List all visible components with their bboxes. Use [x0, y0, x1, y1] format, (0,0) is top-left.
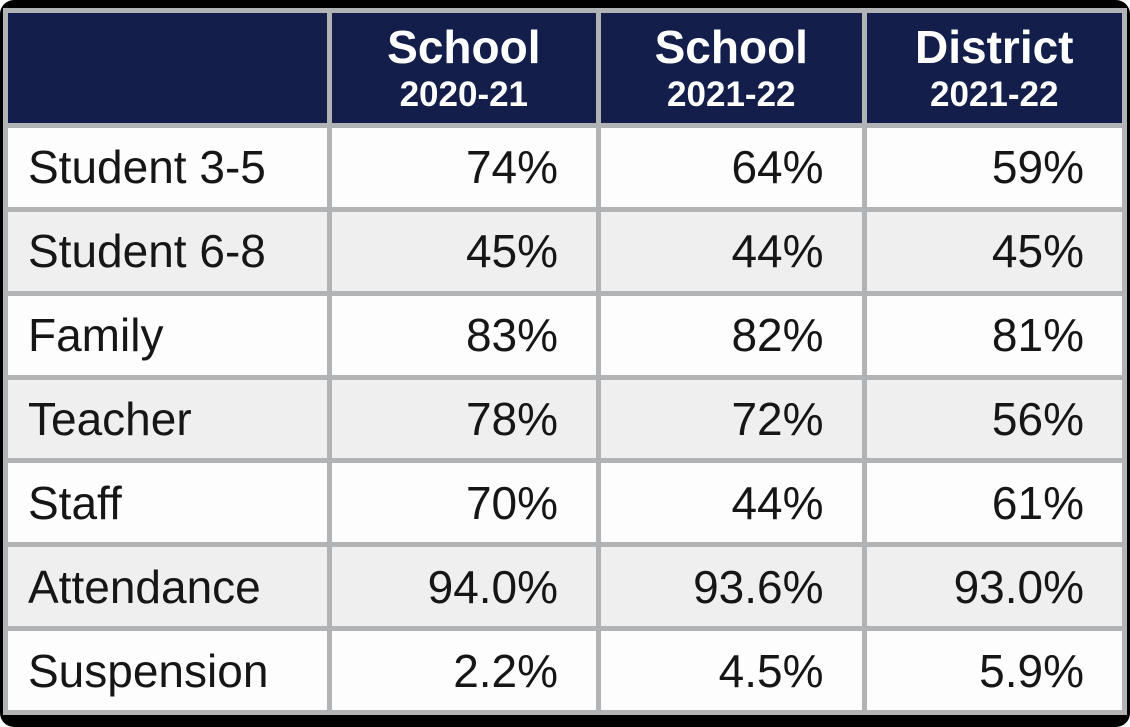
- column-title: School: [654, 21, 808, 74]
- table-row-attendance: Attendance 94.0% 93.6% 93.0%: [8, 547, 1122, 627]
- cell-value: 59%: [866, 128, 1122, 207]
- table-row-student-6-8: Student 6-8 45% 44% 45%: [8, 211, 1122, 291]
- row-label: Teacher: [8, 379, 327, 459]
- table-row-suspension: Suspension 2.2% 4.5% 5.9%: [8, 631, 1122, 710]
- cell-value: 44%: [601, 211, 862, 291]
- column-subtitle: 2020-21: [399, 75, 529, 115]
- table-header: School 2020-21 School 2021-22 District 2…: [8, 13, 1122, 123]
- cell-value: 64%: [601, 128, 862, 207]
- cell-value: 81%: [866, 295, 1122, 375]
- cell-value: 70%: [331, 463, 597, 543]
- row-label: Suspension: [8, 631, 327, 710]
- cell-value: 83%: [331, 295, 597, 375]
- cell-value: 2.2%: [331, 631, 597, 710]
- cell-value: 72%: [601, 379, 862, 459]
- cell-value: 78%: [331, 379, 597, 459]
- table-body: Student 3-5 74% 64% 59% Student 6-8 45% …: [8, 128, 1122, 710]
- row-label: Student 3-5: [8, 128, 327, 207]
- column-title: School: [387, 21, 541, 74]
- column-header-school-2020-21: School 2020-21: [331, 13, 597, 123]
- table-row-family: Family 83% 82% 81%: [8, 295, 1122, 375]
- cell-value: 82%: [601, 295, 862, 375]
- cell-value: 44%: [601, 463, 862, 543]
- row-label: Attendance: [8, 547, 327, 627]
- cell-value: 74%: [331, 128, 597, 207]
- column-subtitle: 2021-22: [930, 75, 1059, 115]
- cell-value: 4.5%: [601, 631, 862, 710]
- corner-cell: [8, 13, 327, 123]
- cell-value: 56%: [866, 379, 1122, 459]
- cell-value: 93.6%: [601, 547, 862, 627]
- column-subtitle: 2021-22: [667, 75, 796, 115]
- cell-value: 45%: [331, 211, 597, 291]
- table-row-student-3-5: Student 3-5 74% 64% 59%: [8, 128, 1122, 207]
- column-header-school-2021-22: School 2021-22: [601, 13, 862, 123]
- cell-value: 5.9%: [866, 631, 1122, 710]
- table-row-teacher: Teacher 78% 72% 56%: [8, 379, 1122, 459]
- cell-value: 45%: [866, 211, 1122, 291]
- cell-value: 93.0%: [866, 547, 1122, 627]
- column-title: District: [915, 21, 1074, 74]
- school-district-metrics-table: School 2020-21 School 2021-22 District 2…: [3, 8, 1127, 715]
- header-row: School 2020-21 School 2021-22 District 2…: [8, 13, 1122, 123]
- row-label: Student 6-8: [8, 211, 327, 291]
- row-label: Staff: [8, 463, 327, 543]
- column-header-district-2021-22: District 2021-22: [866, 13, 1122, 123]
- cell-value: 94.0%: [331, 547, 597, 627]
- cell-value: 61%: [866, 463, 1122, 543]
- table-row-staff: Staff 70% 44% 61%: [8, 463, 1122, 543]
- row-label: Family: [8, 295, 327, 375]
